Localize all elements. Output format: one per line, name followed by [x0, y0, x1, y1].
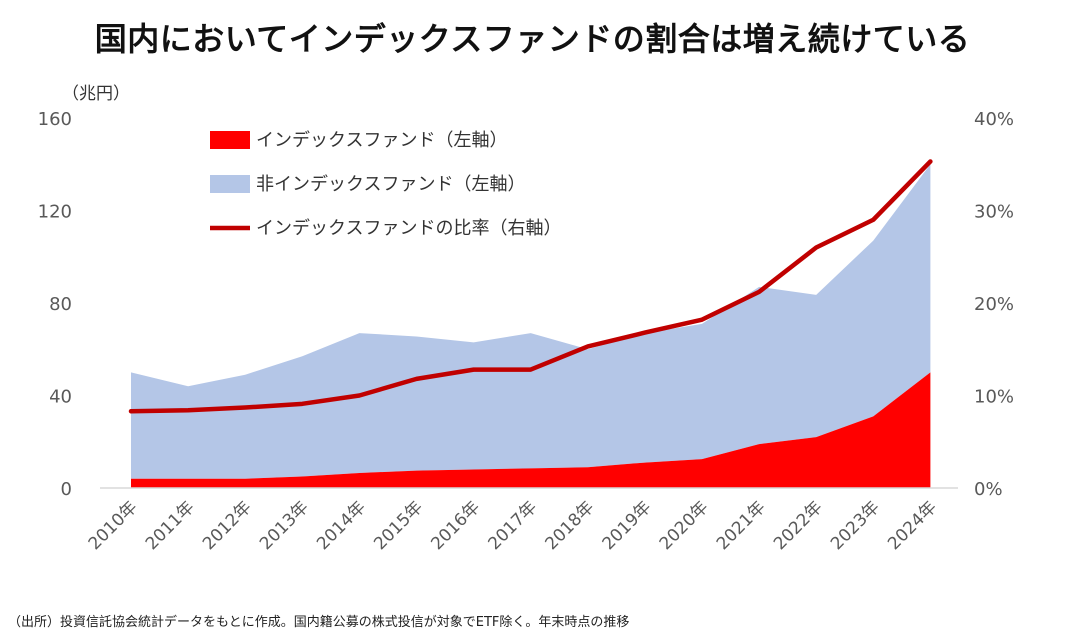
- area-index-fund: [131, 372, 931, 488]
- x-axis-tick-label: 2012年: [199, 497, 256, 554]
- right-axis-ticks: 0% 10% 20% 30% 40%: [974, 109, 1014, 500]
- x-axis-tick-label: 2011年: [142, 497, 199, 554]
- x-axis-tick-label: 2014年: [313, 497, 370, 554]
- right-axis-tick-label: 40%: [974, 109, 1014, 130]
- x-axis-tick-label: 2013年: [256, 497, 313, 554]
- left-axis-tick-label: 40: [49, 387, 72, 408]
- legend: インデックスファンド（左軸） 非インデックスファンド（左軸） インデックスファンドの…: [210, 130, 561, 239]
- legend-swatch-non-index-fund: [210, 175, 250, 193]
- right-axis-tick-label: 30%: [974, 202, 1014, 223]
- left-axis-tick-label: 160: [38, 109, 72, 130]
- x-axis-tick-label: 2021年: [713, 497, 770, 554]
- x-axis-ticks: 2010年 2011年 2012年 2013年 2014年 2015年 2016年 2017年…: [85, 497, 941, 554]
- x-axis-tick-label: 2017年: [484, 497, 541, 554]
- area-layer: [131, 164, 931, 488]
- legend-label-non-index-fund: 非インデックスファンド（左軸）: [256, 174, 525, 195]
- chart-title: 国内においてインデックスファンドの割合は増え続けている: [94, 20, 971, 58]
- x-axis-tick-label: 2019年: [599, 497, 656, 554]
- right-axis-tick-label: 20%: [974, 294, 1014, 315]
- x-axis-tick-label: 2024年: [884, 497, 941, 554]
- x-axis-tick-label: 2015年: [370, 497, 427, 554]
- x-axis-tick-label: 2018年: [542, 497, 599, 554]
- x-axis-tick-label: 2023年: [827, 497, 884, 554]
- x-axis-tick-label: 2016年: [427, 497, 484, 554]
- legend-label-ratio-line: インデックスファンドの比率（右軸）: [256, 218, 561, 239]
- area-non-index-fund: [131, 164, 931, 479]
- left-axis-ticks: 0 40 80 120 160: [38, 109, 72, 500]
- legend-label-index-fund: インデックスファンド（左軸）: [256, 130, 507, 151]
- source-note: （出所）投資信託協会統計データをもとに作成。国内籍公募の株式投信が対象でETF除…: [8, 615, 630, 630]
- x-axis-tick-label: 2022年: [770, 497, 827, 554]
- x-axis-tick-label: 2010年: [85, 497, 142, 554]
- left-axis-tick-label: 120: [38, 202, 72, 223]
- right-axis-tick-label: 10%: [974, 387, 1014, 408]
- left-axis-tick-label: 0: [61, 479, 72, 500]
- x-axis-tick-label: 2020年: [656, 497, 713, 554]
- right-axis-tick-label: 0%: [974, 479, 1003, 500]
- ratio-line-layer: [128, 159, 933, 414]
- left-axis-tick-label: 80: [49, 294, 72, 315]
- legend-swatch-index-fund: [210, 131, 250, 149]
- left-axis-unit: （兆円）: [62, 84, 130, 104]
